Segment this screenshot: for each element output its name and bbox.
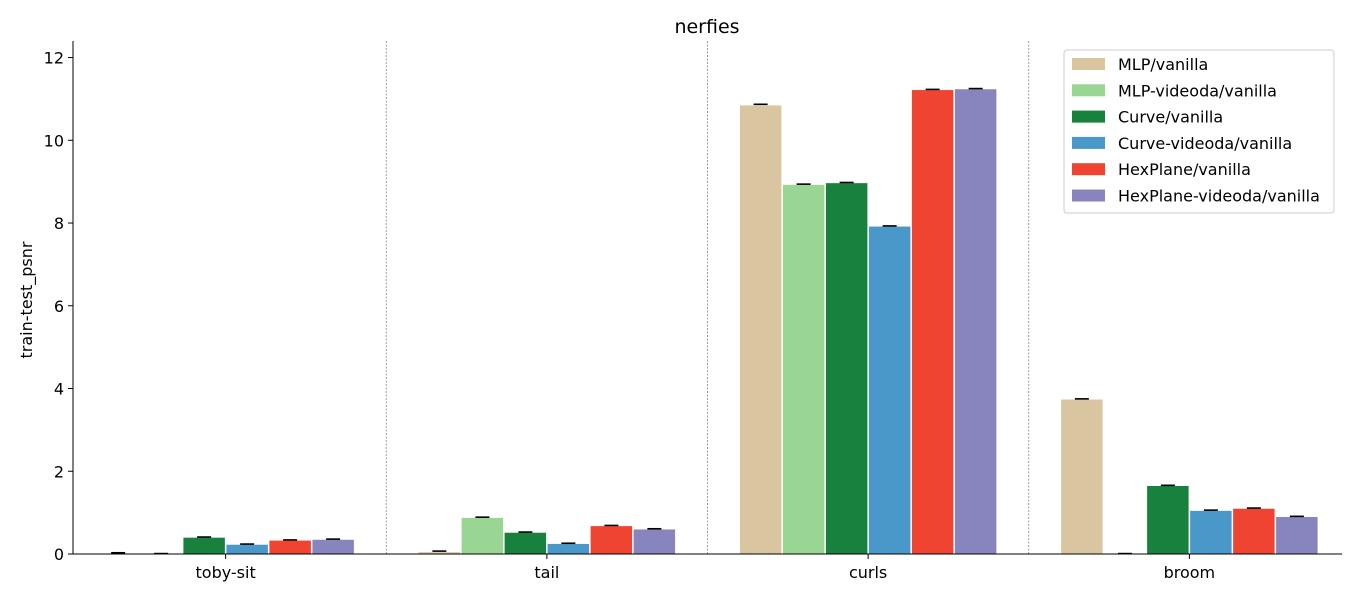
bar-2-3 xyxy=(868,226,911,555)
y-tick-label: 8 xyxy=(54,214,64,233)
y-tick-label: 0 xyxy=(54,545,64,564)
bars-group xyxy=(182,88,1319,555)
bar-2-1 xyxy=(782,184,825,555)
bar-0-4 xyxy=(268,540,312,555)
axes-group: toby-sit tail curls broom 0 2 4 6 8 10 12 xyxy=(44,41,1342,582)
legend-label: Curve-videoda/vanilla xyxy=(1118,134,1292,153)
bar-1-4 xyxy=(590,525,633,555)
legend-label: HexPlane-videoda/vanilla xyxy=(1118,187,1320,206)
bar-2-5 xyxy=(954,88,997,555)
bar-1-2 xyxy=(504,532,547,555)
y-axis-label: train-test_psnr xyxy=(17,241,37,358)
legend-swatch xyxy=(1072,110,1105,123)
bar-1-1 xyxy=(461,517,504,555)
legend-label: MLP/vanilla xyxy=(1118,55,1208,74)
x-tick-label: curls xyxy=(849,563,887,582)
bar-1-5 xyxy=(633,528,676,555)
x-tick-label: tail xyxy=(534,563,559,582)
bar-3-5 xyxy=(1275,516,1319,555)
bar-3-2 xyxy=(1146,485,1190,555)
legend-label: MLP-videoda/vanilla xyxy=(1118,81,1277,100)
y-tick-label: 4 xyxy=(54,380,64,399)
bar-2-0 xyxy=(739,104,782,555)
group-separators xyxy=(385,41,1030,554)
bar-0-2 xyxy=(182,537,226,555)
bar-1-3 xyxy=(547,543,590,555)
bar-2-2 xyxy=(825,182,868,555)
legend-swatch xyxy=(1072,84,1105,97)
y-tick-label: 2 xyxy=(54,462,64,481)
legend: MLP/vanilla MLP-videoda/vanilla Curve/vani… xyxy=(1063,49,1335,214)
legend-box xyxy=(1063,49,1335,214)
bar-3-3 xyxy=(1189,510,1233,555)
y-tick-label: 12 xyxy=(44,49,64,68)
bar-0-3 xyxy=(225,544,269,555)
chart-title: nerfies xyxy=(674,16,739,38)
bar-2-4 xyxy=(911,89,954,555)
bar-3-0 xyxy=(1060,399,1104,555)
legend-label: Curve/vanilla xyxy=(1118,108,1223,127)
x-tick-label: broom xyxy=(1164,563,1216,582)
legend-swatch xyxy=(1072,58,1105,70)
y-tick-label: 6 xyxy=(54,297,64,316)
bar-0-5 xyxy=(311,539,355,555)
legend-swatch xyxy=(1072,136,1105,149)
bar-3-4 xyxy=(1232,508,1276,555)
legend-swatch xyxy=(1072,163,1105,176)
legend-label: HexPlane/vanilla xyxy=(1118,160,1251,179)
y-tick-label: 10 xyxy=(44,131,64,150)
legend-swatch xyxy=(1072,189,1105,202)
x-tick-label: toby-sit xyxy=(196,563,256,582)
